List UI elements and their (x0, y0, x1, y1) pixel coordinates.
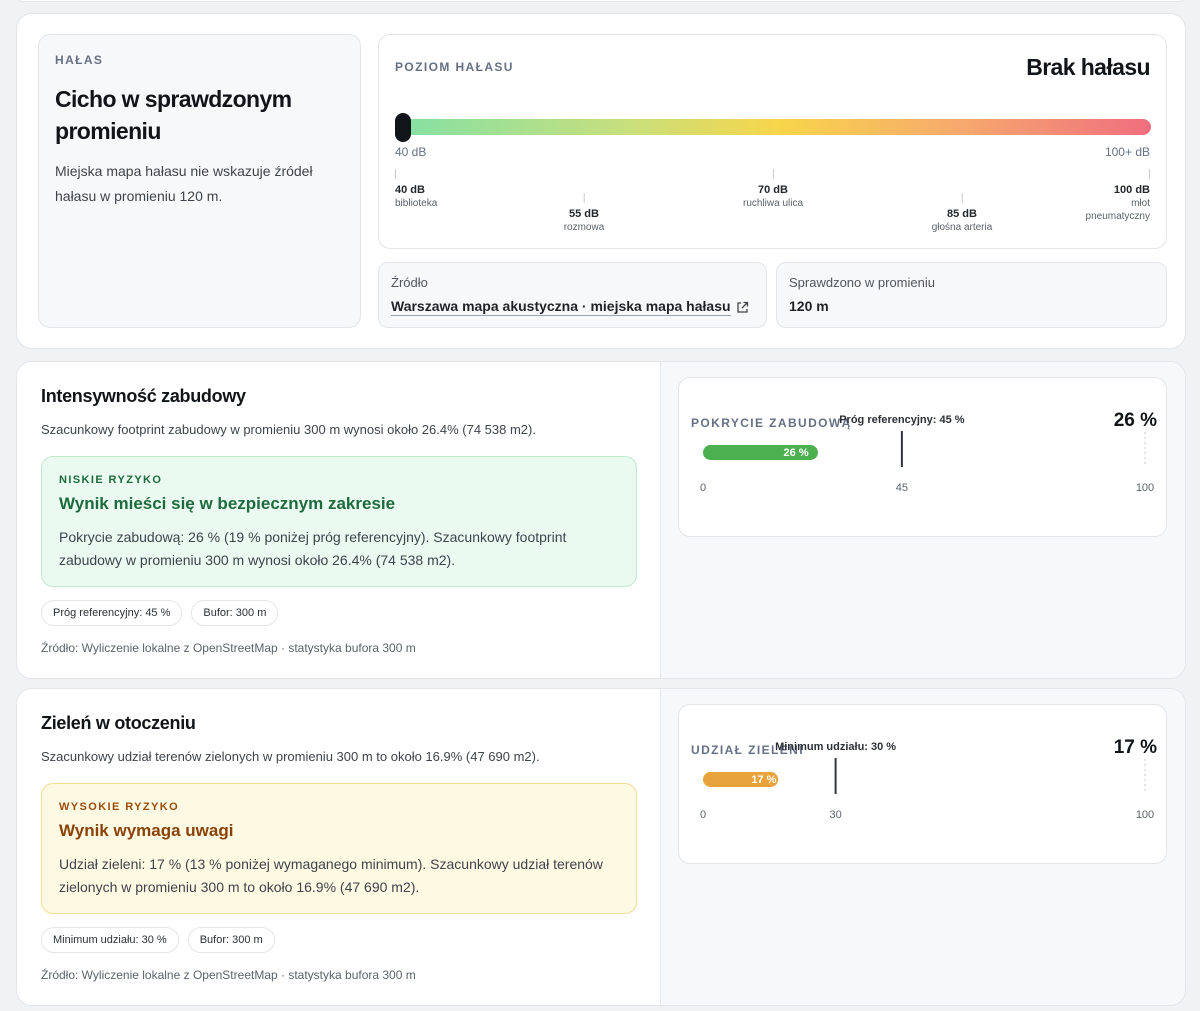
noise-level-value: Brak hałasu (1026, 54, 1150, 80)
noise-level-panel: POZIOM HAŁASU Brak hałasu 40 dB 100+ dB … (378, 34, 1167, 249)
green-chips: Minimum udziału: 30 % Bufor: 300 m (41, 927, 275, 953)
green-description: Szacunkowy udział terenów zielonych w pr… (41, 749, 540, 764)
risk-title: Wynik mieści się w bezpiecznym zakresie (59, 494, 396, 513)
buffer-chip: Bufor: 300 m (187, 927, 275, 953)
green-share-chart: 17 % Minimum udziału: 30 % 0 30 100 (700, 741, 1154, 821)
noise-reference: 70 dB ruchliwa ulica (743, 169, 803, 210)
risk-text: Udział zieleni: 17 % (13 % poniżej wymag… (59, 856, 603, 895)
building-description: Szacunkowy footprint zabudowy w promieni… (41, 422, 536, 437)
risk-text: Pokrycie zabudową: 26 % (19 % poniżej pr… (59, 529, 567, 568)
external-link-icon[interactable] (736, 301, 749, 314)
threshold-chip: Próg referencyjny: 45 % (41, 600, 183, 626)
building-chart-area: POKRYCIE ZABUDOWĄ 26 % 26 % Próg referenc… (660, 362, 1185, 678)
chart-value: 26 % (1113, 410, 1157, 431)
noise-summary: HAŁAS Cicho w sprawdzonym promieniu Miej… (38, 34, 361, 328)
source-label: Źródło (391, 275, 428, 290)
noise-reference: 85 dB głośna arteria (932, 193, 992, 234)
noise-scale-min: 40 dB (395, 145, 427, 159)
building-chart-panel: POKRYCIE ZABUDOWĄ 26 % 26 % Próg referenc… (678, 377, 1167, 537)
green-risk-box: WYSOKIE RYZYKO Wynik wymaga uwagi Udział… (41, 783, 637, 914)
noise-eyebrow: HAŁAS (55, 53, 104, 67)
building-chips: Próg referencyjny: 45 % Bufor: 300 m (41, 600, 279, 626)
tick-label: 45 (896, 482, 908, 494)
noise-description: Miejska mapa hałasu nie wskazuje źródeł … (55, 163, 313, 204)
tick-label: 100 (1136, 809, 1154, 821)
building-title: Intensywność zabudowy (41, 386, 246, 406)
noise-source-box: Źródło Warszawa mapa akustyczna · miejsk… (378, 262, 767, 328)
chart-label: UDZIAŁ ZIELENI (691, 743, 804, 757)
risk-level-label: WYSOKIE RYZYKO (59, 801, 180, 813)
radius-label: Sprawdzono w promieniu (789, 275, 935, 290)
noise-reference: 55 dB rozmowa (564, 193, 604, 234)
noise-reference: 40 dB biblioteka (395, 169, 437, 210)
tick-label: 100 (1136, 482, 1154, 494)
source-link[interactable]: Warszawa mapa akustyczna · miejska mapa … (391, 298, 749, 316)
risk-title: Wynik wymaga uwagi (59, 821, 234, 840)
green-chart-area: UDZIAŁ ZIELENI 17 % 17 % Minimum udziału:… (660, 689, 1185, 1005)
building-intensity-card: Intensywność zabudowy Szacunkowy footpri… (16, 361, 1186, 679)
value-bar (703, 772, 779, 787)
green-title: Zieleń w otoczeniu (41, 713, 196, 733)
chart-label: POKRYCIE ZABUDOWĄ (691, 416, 852, 430)
value-bar (703, 445, 818, 460)
threshold-chip: Minimum udziału: 30 % (41, 927, 179, 953)
green-details: Zieleń w otoczeniu Szacunkowy udział ter… (17, 689, 660, 1005)
noise-title: Cicho w sprawdzonym promieniu (55, 86, 292, 144)
chart-value: 17 % (1113, 737, 1157, 758)
building-coverage-chart: 26 % Próg referencyjny: 45 % 0 45 100 (700, 414, 1154, 494)
noise-gradient-bar (405, 119, 1151, 135)
bar-value-label: 17 % (751, 774, 776, 786)
threshold-label: Próg referencyjny: 45 % (839, 414, 965, 426)
tick-label: 0 (700, 809, 706, 821)
risk-level-label: NISKIE RYZYKO (59, 474, 163, 486)
green-source: Źródło: Wyliczenie lokalne z OpenStreetM… (41, 968, 416, 982)
tick-label: 0 (700, 482, 706, 494)
buffer-chip: Bufor: 300 m (191, 600, 279, 626)
noise-level-marker (395, 113, 411, 142)
green-chart-panel: UDZIAŁ ZIELENI 17 % 17 % Minimum udziału:… (678, 704, 1167, 864)
building-risk-box: NISKIE RYZYKO Wynik mieści się w bezpiec… (41, 456, 637, 587)
radius-value: 120 m (789, 298, 829, 314)
building-source: Źródło: Wyliczenie lokalne z OpenStreetM… (41, 641, 416, 655)
noise-reference: 100 dB młot pneumatyczny (1070, 169, 1150, 223)
threshold-label: Minimum udziału: 30 % (775, 741, 896, 753)
previous-card-edge (16, 0, 1186, 2)
noise-scale-max: 100+ dB (1104, 145, 1150, 159)
noise-radius-box: Sprawdzono w promieniu 120 m (776, 262, 1167, 328)
noise-level-label: POZIOM HAŁASU (395, 60, 514, 74)
bar-value-label: 26 % (784, 447, 809, 459)
greenery-card: Zieleń w otoczeniu Szacunkowy udział ter… (16, 688, 1186, 1006)
noise-card: HAŁAS Cicho w sprawdzonym promieniu Miej… (16, 13, 1186, 349)
source-link-text[interactable]: Warszawa mapa akustyczna · miejska mapa … (391, 298, 731, 316)
building-details: Intensywność zabudowy Szacunkowy footpri… (17, 362, 660, 678)
tick-label: 30 (829, 809, 841, 821)
